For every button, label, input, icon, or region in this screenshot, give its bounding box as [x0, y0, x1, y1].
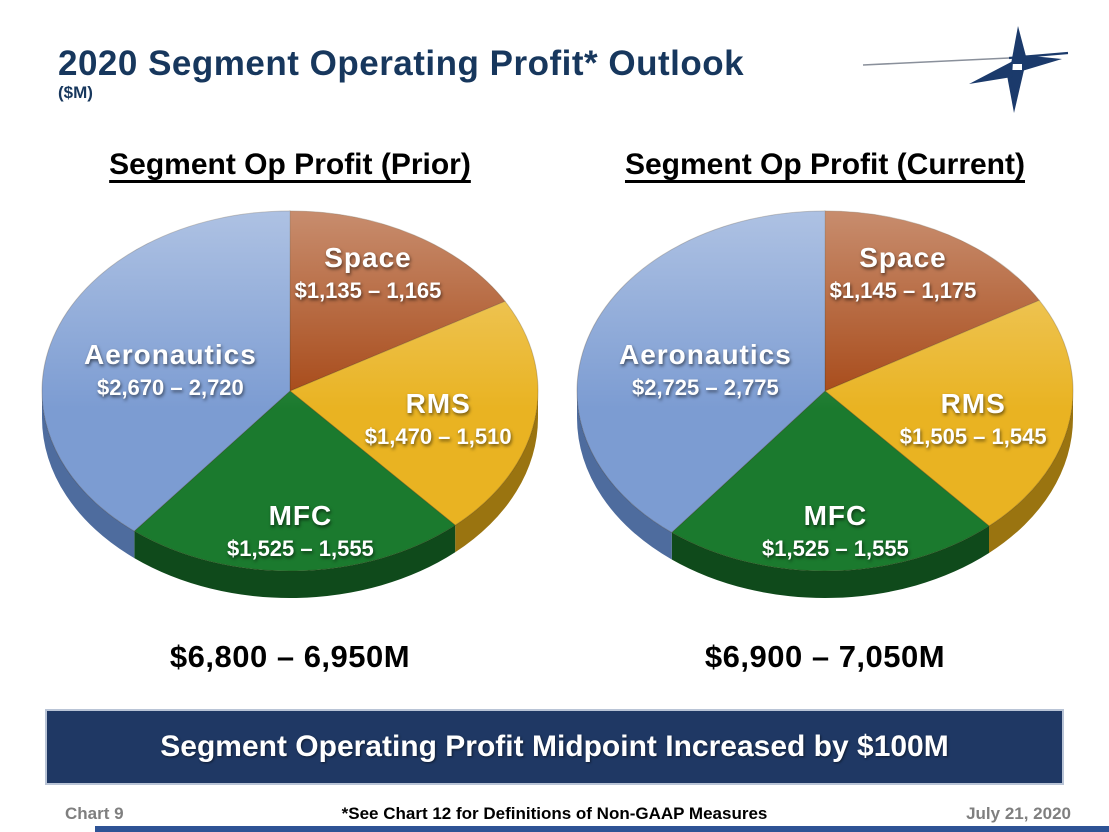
pie-3d-svg — [41, 210, 539, 598]
pie-chart-current-title: Segment Op Profit (Current) — [624, 148, 1025, 181]
pie-3d-svg — [576, 210, 1074, 598]
footer-chart-number: Chart 9 — [65, 804, 124, 823]
footer-date: July 21, 2020 — [966, 804, 1071, 823]
highlight-banner-text: Segment Operating Profit Midpoint Increa… — [160, 730, 949, 763]
footer-note: *See Chart 12 for Definitions of Non-GAA… — [341, 804, 768, 823]
title-unit: ($M) — [58, 82, 93, 102]
pie-chart-prior-total: $6,800 – 6,950M — [169, 639, 411, 674]
pie-chart-current-canvas: Space $1,145 – 1,175 RMS $1,505 – 1,545 MFC $… — [565, 188, 1085, 633]
header: 2020 Segment Operating Profit* Outlook (… — [58, 44, 745, 103]
bottom-accent-bar — [95, 826, 1109, 832]
pie-chart-prior-title: Segment Op Profit (Prior) — [109, 148, 471, 181]
charts-row: Segment Op Profit (Prior) Space $1,135 – … — [0, 148, 1109, 675]
pie-chart-current-total: $6,900 – 7,050M — [704, 639, 946, 674]
page-title: 2020 Segment Operating Profit* Outlook — [58, 44, 745, 83]
pie-chart-prior-canvas: Space $1,135 – 1,165 RMS $1,470 – 1,510 MFC $… — [30, 188, 550, 633]
pie-chart-current: Segment Op Profit (Current) Space $1,145 … — [565, 148, 1085, 675]
highlight-banner: Segment Operating Profit Midpoint Increa… — [45, 709, 1064, 785]
pie-chart-prior: Segment Op Profit (Prior) Space $1,135 – … — [30, 148, 550, 675]
lockheed-martin-star-logo-icon — [862, 26, 1069, 113]
footer: Chart 9 *See Chart 12 for Definitions of… — [0, 800, 1109, 824]
